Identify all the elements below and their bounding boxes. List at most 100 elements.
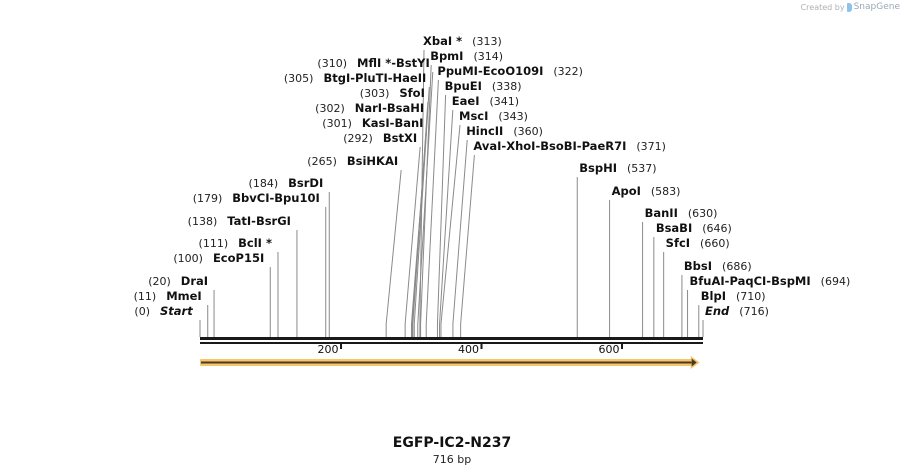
- enzyme-name: BsaHI: [387, 101, 424, 115]
- site-label-nari[interactable]: (302) NarI - BsaHI: [315, 101, 424, 115]
- site-position: (646): [702, 222, 732, 235]
- enzyme-name: BbsI: [684, 259, 712, 273]
- leader-line: [385, 169, 402, 325]
- separator: -: [350, 71, 355, 85]
- site-position: (292): [343, 132, 373, 145]
- backbone-top-strand: [200, 337, 703, 340]
- leader-line: [412, 101, 429, 325]
- leader-line: [439, 109, 454, 325]
- enzyme-name: BsoBI: [540, 139, 577, 153]
- feature-arrow-tip-icon: [691, 358, 697, 367]
- enzyme-name: SfcI: [666, 236, 690, 250]
- enzyme-name: BclI *: [238, 236, 272, 250]
- site-position: (265): [307, 155, 337, 168]
- separator: -: [390, 116, 395, 130]
- site-label-end[interactable]: End (716): [705, 304, 769, 318]
- site-position: (138): [188, 215, 218, 228]
- feature-line: [201, 361, 692, 364]
- leader-line: [452, 139, 468, 325]
- enzyme-name: DraI: [181, 274, 208, 288]
- enzyme-name: PpuMI: [437, 64, 478, 78]
- site-label-apoi[interactable]: ApoI (583): [612, 184, 681, 198]
- site-label-avai[interactable]: AvaI - XhoI - BsoBI - PaeR7I (371): [473, 139, 666, 153]
- site-label-mmei[interactable]: (11) MmeI: [134, 289, 202, 303]
- separator: -: [725, 274, 730, 288]
- enzyme-name: TatI: [227, 214, 251, 228]
- site-label-start[interactable]: (0) Start: [134, 304, 193, 318]
- site-position: (302): [315, 102, 345, 115]
- enzyme-name: BpuEI: [445, 79, 482, 93]
- site-position: (11): [134, 290, 157, 303]
- site-label-bstxi[interactable]: (292) BstXI: [343, 131, 417, 145]
- separator: -: [251, 214, 256, 228]
- site-label-banii[interactable]: BanII (630): [645, 206, 718, 220]
- site-label-bsphi[interactable]: BspHI (537): [579, 161, 656, 175]
- leader-line: [436, 94, 447, 325]
- site-label-tati[interactable]: (138) TatI - BsrGI: [188, 214, 291, 228]
- enzyme-name: BsrGI: [256, 214, 291, 228]
- enzyme-name: BstXI: [383, 131, 417, 145]
- ruler-tick: [480, 343, 483, 349]
- enzyme-name: BsiHKAI: [347, 154, 398, 168]
- enzyme-name: AvaI: [473, 139, 501, 153]
- enzyme-name: Start: [160, 304, 193, 318]
- enzyme-name: BbvCI: [232, 191, 269, 205]
- enzyme-name: PluTI: [355, 71, 388, 85]
- site-label-bfuai[interactable]: BfuAI - PaqCI - BspMI (694): [690, 274, 851, 288]
- site-position: (0): [134, 305, 150, 318]
- enzyme-name: Bpu10I: [274, 191, 319, 205]
- site-position: (694): [821, 275, 851, 288]
- site-label-drai[interactable]: (20) DraI: [148, 274, 208, 288]
- site-label-ppumi[interactable]: PpuMI - EcoO109I (322): [437, 64, 583, 78]
- enzyme-name: EaeI: [452, 94, 480, 108]
- enzyme-name: XhoI: [506, 139, 535, 153]
- separator: -: [577, 139, 582, 153]
- enzyme-name: HaeII: [393, 71, 427, 85]
- site-label-blpi[interactable]: BlpI (710): [701, 289, 766, 303]
- enzyme-name: End: [705, 304, 730, 318]
- enzyme-name: KasI: [362, 116, 390, 130]
- separator: -: [270, 191, 275, 205]
- enzyme-name: BlpI: [701, 289, 726, 303]
- enzyme-name: MmeI: [166, 289, 202, 303]
- leader-line: [425, 79, 439, 325]
- site-position: (630): [688, 207, 718, 220]
- site-label-msci[interactable]: MscI (343): [459, 109, 528, 123]
- site-label-bbsi[interactable]: BbsI (686): [684, 259, 752, 273]
- site-label-bpuei[interactable]: BpuEI (338): [445, 79, 522, 93]
- site-label-hincii[interactable]: HincII (360): [466, 124, 543, 138]
- site-label-ecop15i[interactable]: (100) EcoP15I: [173, 251, 264, 265]
- backbone-bottom-strand: [200, 342, 703, 344]
- leader-lines: [199, 49, 704, 337]
- site-label-mfli[interactable]: (310) MflI * - BstYI: [317, 56, 429, 70]
- site-label-btgi[interactable]: (305) BtgI - PluTI - HaeII: [284, 71, 426, 85]
- site-label-kasi[interactable]: (301) KasI - BanI: [322, 116, 423, 130]
- snapgene-logo-icon: [846, 2, 852, 12]
- site-label-sfci[interactable]: SfcI (660): [666, 236, 730, 250]
- separator: -: [766, 274, 771, 288]
- ruler: 200 400 600: [318, 343, 624, 356]
- site-position: (314): [473, 50, 503, 63]
- ruler-tick-label: 400: [458, 343, 479, 356]
- site-label-bbvci[interactable]: (179) BbvCI - Bpu10I: [193, 191, 320, 205]
- enzyme-name: PaeR7I: [582, 139, 627, 153]
- site-label-bcli[interactable]: (111) BclI *: [199, 236, 272, 250]
- site-position: (305): [284, 72, 314, 85]
- site-label-bpmi[interactable]: BpmI (314): [430, 49, 503, 63]
- site-label-sfoi[interactable]: (303) SfoI: [360, 86, 425, 100]
- site-position: (20): [148, 275, 171, 288]
- site-position: (111): [199, 237, 229, 250]
- sequence-length: 716 bp: [432, 453, 472, 466]
- site-label-bsabi[interactable]: BsaBI (646): [656, 221, 732, 235]
- enzyme-name: BtgI: [323, 71, 350, 85]
- feature-arrow[interactable]: [200, 356, 700, 369]
- separator: -: [501, 139, 506, 153]
- site-position: (301): [322, 117, 352, 130]
- site-position: (343): [498, 110, 528, 123]
- enzyme-name: BspHI: [579, 161, 617, 175]
- site-position: (710): [736, 290, 766, 303]
- site-label-xbai[interactable]: XbaI * (313): [423, 34, 502, 48]
- site-label-bsrdi[interactable]: (184) BsrDI: [249, 176, 324, 190]
- site-label-eaei[interactable]: EaeI (341): [452, 94, 519, 108]
- site-label-bsihkai[interactable]: (265) BsiHKAI: [307, 154, 398, 168]
